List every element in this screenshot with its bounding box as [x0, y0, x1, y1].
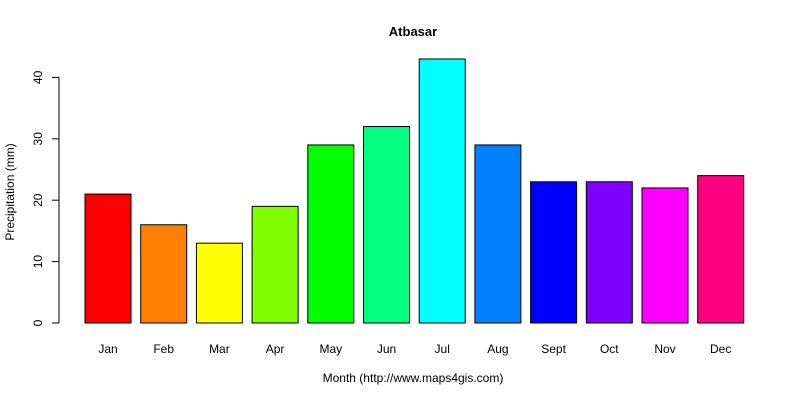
bars [84, 58, 745, 324]
x-tick-label: Nov [654, 342, 675, 356]
bar-sept [530, 181, 578, 324]
bar-jun [363, 126, 410, 324]
bar-jan [84, 193, 132, 324]
y-axis-label: Precipitation (mm) [3, 143, 17, 240]
y-tick-label: 20 [31, 193, 45, 207]
y-tick-label: 40 [31, 70, 45, 84]
x-tick-label: Dec [710, 342, 731, 356]
x-tick-label: Apr [266, 342, 285, 356]
x-tick-label: Jun [377, 342, 396, 356]
x-tick-label: Aug [487, 342, 508, 356]
y-axis: 0 10 20 30 40 [31, 70, 60, 326]
bar-oct [585, 181, 633, 324]
x-axis: Jan Feb Mar Apr May Jun Jul Aug Sept Oct Nov Dec [98, 342, 731, 356]
x-tick-label: Sept [541, 342, 566, 356]
x-tick-label: May [319, 342, 342, 356]
y-tick-label: 10 [31, 255, 45, 269]
x-tick-label: Jul [435, 342, 450, 356]
y-tick-label: 30 [31, 132, 45, 146]
chart-title: Atbasar [389, 24, 437, 39]
bar-dec [697, 175, 745, 324]
y-tick-label: 0 [31, 319, 45, 326]
x-tick-label: Jan [98, 342, 117, 356]
x-tick-label: Feb [153, 342, 174, 356]
bar-jul [418, 58, 466, 324]
bar-nov [641, 187, 689, 324]
bar-may [307, 144, 355, 324]
bar-aug [474, 144, 522, 324]
bar-mar [195, 242, 243, 324]
bar-feb [140, 224, 188, 324]
x-tick-label: Mar [209, 342, 230, 356]
x-axis-label: Month (http://www.maps4gis.com) [323, 371, 504, 385]
x-tick-label: Oct [600, 342, 619, 356]
bar-apr [251, 205, 299, 324]
